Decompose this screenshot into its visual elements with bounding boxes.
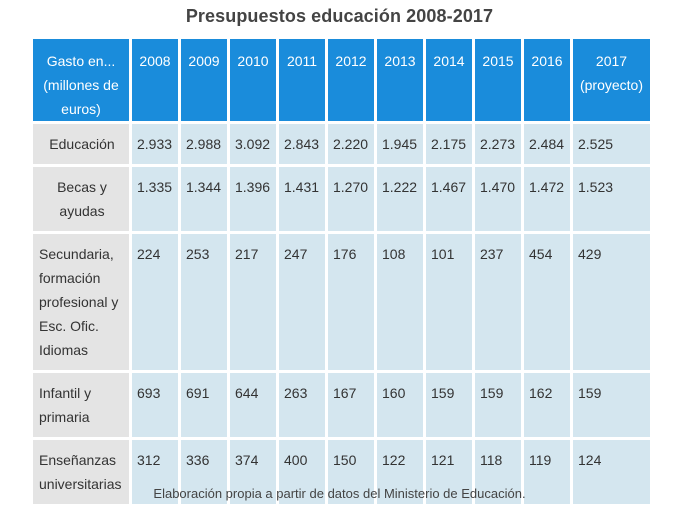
source-caption: Elaboración propia a partir de datos del…	[153, 486, 526, 501]
table-cell: 124	[573, 440, 650, 504]
table-cell: 162	[524, 373, 570, 437]
table-cell: 454	[524, 234, 570, 370]
table-cell: 336	[181, 440, 227, 504]
table-cell: 160	[377, 373, 423, 437]
table-cell: 2.933	[132, 124, 178, 164]
table-cell: 2.220	[328, 124, 374, 164]
table-cell: 167	[328, 373, 374, 437]
table-cell: 253	[181, 234, 227, 370]
table-cell: 150	[328, 440, 374, 504]
table-cell: 644	[230, 373, 276, 437]
table-cell: 1.945	[377, 124, 423, 164]
table-cell: 159	[573, 373, 650, 437]
table-cell: 263	[279, 373, 325, 437]
header-year-cell: 2011	[279, 39, 325, 121]
header-label-line: (millones de	[43, 77, 119, 93]
table-row: Enseñanzas universitarias 312 336 374 40…	[33, 440, 650, 504]
header-label-line: Gasto en...	[46, 53, 116, 69]
table-cell: 1.523	[573, 167, 650, 231]
row-label-line: Educación	[49, 136, 115, 152]
row-label-cell: Infantil y primaria	[33, 373, 129, 437]
row-label-cell: Secundaria, formación profesional y Esc.…	[33, 234, 129, 370]
table-cell: 1.470	[475, 167, 521, 231]
table-cell: 2.525	[573, 124, 650, 164]
table-cell: 2.843	[279, 124, 325, 164]
header-year-cell: 2010	[230, 39, 276, 121]
table-row: Educación 2.933 2.988 3.092 2.843 2.220 …	[33, 124, 650, 164]
row-label-line: Enseñanzas	[39, 452, 117, 468]
header-year-cell: 2012	[328, 39, 374, 121]
table-cell: 247	[279, 234, 325, 370]
row-label-line: Becas y	[57, 179, 107, 195]
table-cell: 217	[230, 234, 276, 370]
row-label-line: profesional y	[39, 294, 119, 310]
table-cell: 400	[279, 440, 325, 504]
table-cell: 1.467	[426, 167, 472, 231]
table-cell: 101	[426, 234, 472, 370]
row-label-line: primaria	[39, 409, 90, 425]
table-cell: 224	[132, 234, 178, 370]
table-cell: 119	[524, 440, 570, 504]
header-year-cell: 2015	[475, 39, 521, 121]
table-row: Secundaria, formación profesional y Esc.…	[33, 234, 650, 370]
header-label-cell: Gasto en... (millones de euros)	[33, 39, 129, 121]
table-cell: 312	[132, 440, 178, 504]
table-cell: 159	[426, 373, 472, 437]
table-cell: 1.431	[279, 167, 325, 231]
table-cell: 2.273	[475, 124, 521, 164]
table-cell: 1.270	[328, 167, 374, 231]
row-label-line: ayudas	[59, 203, 105, 219]
table-cell: 2.484	[524, 124, 570, 164]
header-year-cell: 2008	[132, 39, 178, 121]
row-label-line: Idiomas	[39, 342, 89, 358]
table-cell: 1.222	[377, 167, 423, 231]
table-cell: 108	[377, 234, 423, 370]
table-cell: 118	[475, 440, 521, 504]
table-header-row: Gasto en... (millones de euros) 2008 200…	[33, 39, 650, 121]
header-last-year: 2017	[595, 53, 628, 69]
header-year-cell: 2016	[524, 39, 570, 121]
row-label-line: Secundaria,	[39, 246, 114, 262]
table-cell: 1.472	[524, 167, 570, 231]
header-year-cell: 2009	[181, 39, 227, 121]
table-cell: 1.344	[181, 167, 227, 231]
table-row: Becas y ayudas 1.335 1.344 1.396 1.431 1…	[33, 167, 650, 231]
table-cell: 693	[132, 373, 178, 437]
table-cell: 122	[377, 440, 423, 504]
header-last-year-cell: 2017 (proyecto)	[573, 39, 650, 121]
header-label-line: euros)	[61, 101, 101, 117]
table-row: Infantil y primaria 693 691 644 263 167 …	[33, 373, 650, 437]
header-year-cell: 2014	[426, 39, 472, 121]
table-cell: 2.988	[181, 124, 227, 164]
table-cell: 121	[426, 440, 472, 504]
table-cell: 3.092	[230, 124, 276, 164]
table-title: Presupuestos educación 2008-2017	[185, 6, 494, 26]
table-cell: 2.175	[426, 124, 472, 164]
budget-table: Gasto en... (millones de euros) 2008 200…	[30, 36, 653, 507]
row-label-line: formación	[39, 270, 101, 286]
table-cell: 374	[230, 440, 276, 504]
row-label-cell: Enseñanzas universitarias	[33, 440, 129, 504]
table-cell: 691	[181, 373, 227, 437]
row-label-cell: Becas y ayudas	[33, 167, 129, 231]
row-label-line: Esc. Ofic.	[39, 318, 99, 334]
row-label-cell: Educación	[33, 124, 129, 164]
header-last-year-note: (proyecto)	[579, 77, 644, 93]
table-cell: 429	[573, 234, 650, 370]
table-cell: 176	[328, 234, 374, 370]
table-cell: 237	[475, 234, 521, 370]
table-cell: 1.335	[132, 167, 178, 231]
row-label-line: Infantil y	[39, 385, 92, 401]
row-label-line: universitarias	[39, 476, 122, 492]
table-cell: 159	[475, 373, 521, 437]
header-year-cell: 2013	[377, 39, 423, 121]
table-cell: 1.396	[230, 167, 276, 231]
